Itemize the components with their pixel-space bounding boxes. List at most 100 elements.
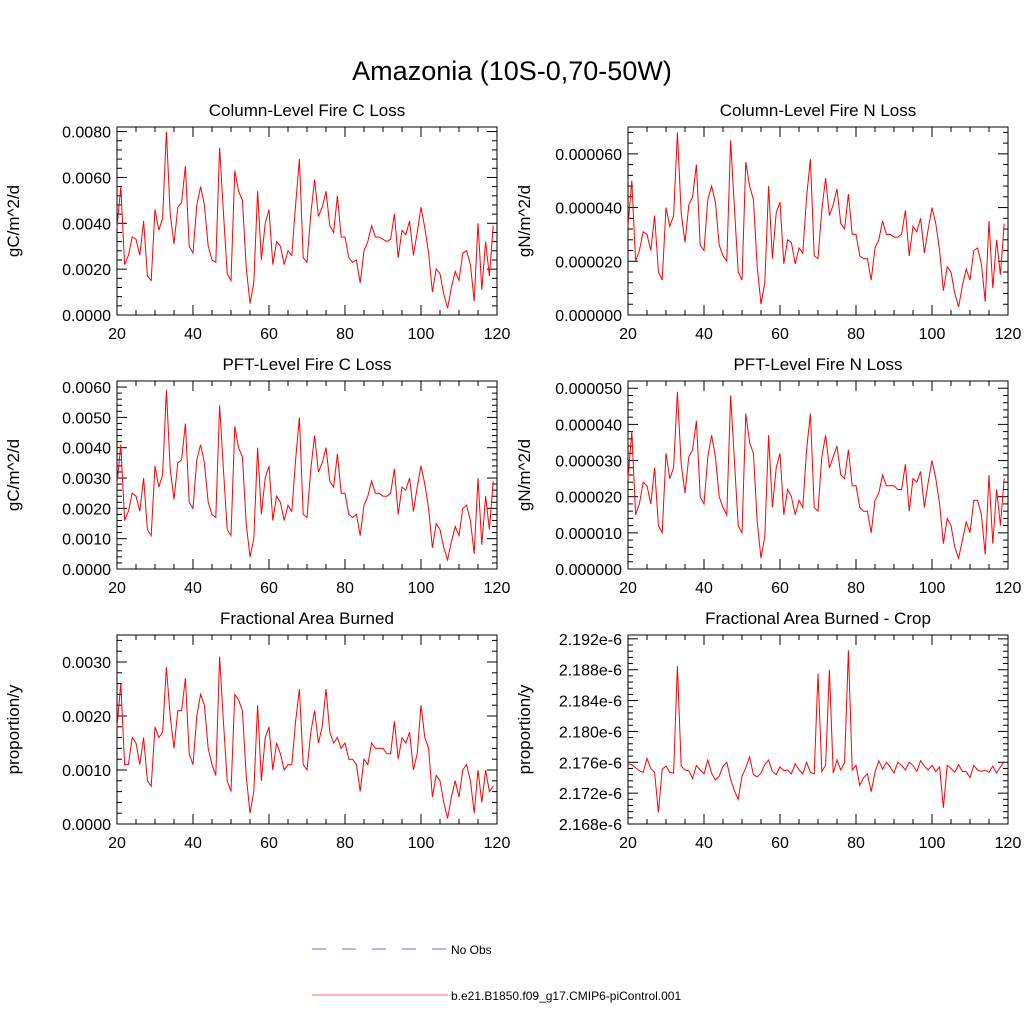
x-tick-label: 120 (484, 326, 511, 343)
x-tick-label: 20 (108, 326, 126, 343)
x-tick-label: 80 (336, 326, 354, 343)
x-tick-label: 120 (484, 580, 511, 597)
x-tick-label: 80 (847, 835, 865, 852)
y-tick-label: 0.000020 (555, 254, 622, 271)
data-series-line (627, 132, 1005, 308)
x-tick-label: 40 (695, 835, 713, 852)
x-tick-label: 120 (995, 326, 1022, 343)
plot-frame (627, 380, 1009, 570)
y-tick-label: 0.000040 (555, 201, 622, 218)
x-tick-label: 100 (408, 326, 435, 343)
data-series-line (116, 131, 494, 309)
y-tick-label: 2.188e-6 (559, 663, 622, 680)
legend-label-model: b.e21.B1850.f09_g17.CMIP6-piControl.001 (451, 989, 681, 1003)
x-tick-label: 40 (184, 835, 202, 852)
y-tick-label: 0.0020 (62, 262, 111, 279)
y-tick-label: 0.000040 (555, 417, 622, 434)
y-tick-label: 0.0020 (62, 501, 111, 518)
x-tick-label: 80 (847, 580, 865, 597)
panel-title: Fractional Area Burned - Crop (705, 609, 931, 628)
x-tick-label: 80 (336, 580, 354, 597)
y-tick-label: 0.0050 (62, 410, 111, 427)
y-axis-label: proportion/y (4, 684, 23, 774)
panel-title: PFT-Level Fire N Loss (733, 355, 902, 374)
x-tick-label: 100 (919, 326, 946, 343)
y-tick-label: 0.0060 (62, 170, 111, 187)
plot-frame (627, 634, 1009, 825)
y-tick-label: 0.0060 (62, 380, 111, 397)
x-tick-label: 40 (184, 326, 202, 343)
x-tick-label: 20 (619, 326, 637, 343)
y-tick-label: 0.0030 (62, 471, 111, 488)
y-axis-label: gC/m^2/d (4, 439, 23, 511)
y-axis-label: gC/m^2/d (4, 185, 23, 257)
x-tick-label: 80 (847, 326, 865, 343)
x-tick-label: 60 (260, 326, 278, 343)
y-tick-label: 0.0000 (62, 562, 111, 579)
y-tick-label: 2.184e-6 (559, 694, 622, 711)
y-tick-label: 2.180e-6 (559, 724, 622, 741)
data-series-line (627, 650, 1005, 813)
x-tick-label: 40 (184, 580, 202, 597)
panels-group: Column-Level Fire C Loss gC/m^2/d 20 40 60 80… (4, 101, 1021, 852)
panel-title: Fractional Area Burned (220, 609, 394, 628)
data-series-line (116, 656, 494, 819)
x-tick-label: 120 (484, 835, 511, 852)
x-tick-label: 60 (771, 580, 789, 597)
plot-frame (116, 380, 498, 570)
plot-frame (116, 126, 498, 316)
chart-panel-1: Column-Level Fire C Loss gC/m^2/d 20 40 60 80… (4, 101, 510, 343)
panel-title: Column-Level Fire C Loss (209, 101, 406, 120)
y-axis-label: gN/m^2/d (515, 185, 534, 257)
chart-panel-6: Fractional Area Burned - Crop proportion/… (515, 609, 1021, 852)
panel-title: Column-Level Fire N Loss (720, 101, 917, 120)
x-tick-label: 20 (619, 580, 637, 597)
x-tick-label: 40 (695, 580, 713, 597)
x-tick-label: 20 (108, 835, 126, 852)
x-tick-label: 100 (919, 835, 946, 852)
x-tick-label: 60 (260, 835, 278, 852)
x-tick-label: 60 (771, 326, 789, 343)
plot-frame (627, 126, 1009, 316)
y-tick-label: 0.0030 (62, 655, 111, 672)
y-tick-label: 0.0000 (62, 308, 111, 325)
y-axis-label: proportion/y (515, 684, 534, 774)
y-tick-label: 0.0020 (62, 709, 111, 726)
y-axis-label: gN/m^2/d (515, 439, 534, 511)
y-tick-label: 0.0010 (62, 763, 111, 780)
y-tick-label: 0.0040 (62, 216, 111, 233)
x-tick-label: 20 (108, 580, 126, 597)
legend: No Obs b.e21.B1850.f09_g17.CMIP6-piContr… (312, 943, 681, 1003)
y-tick-label: 0.000000 (555, 308, 622, 325)
y-tick-label: 0.0010 (62, 532, 111, 549)
y-tick-label: 2.176e-6 (559, 755, 622, 772)
y-tick-label: 0.000030 (555, 454, 622, 471)
y-tick-label: 0.0000 (62, 817, 111, 834)
x-tick-label: 40 (695, 326, 713, 343)
y-tick-label: 0.0040 (62, 441, 111, 458)
y-tick-label: 0.000010 (555, 526, 622, 543)
chart-panel-4: PFT-Level Fire N Loss gN/m^2/d 20 40 60 80 100… (515, 355, 1021, 597)
x-tick-label: 100 (919, 580, 946, 597)
panel-title: PFT-Level Fire C Loss (222, 355, 391, 374)
y-tick-label: 2.168e-6 (559, 817, 622, 834)
legend-label-no-obs: No Obs (451, 943, 492, 957)
y-tick-label: 2.192e-6 (559, 632, 622, 649)
y-tick-label: 0.000020 (555, 490, 622, 507)
x-tick-label: 100 (408, 835, 435, 852)
chart-panel-5: Fractional Area Burned proportion/y 20 40 60… (4, 609, 510, 852)
x-tick-label: 120 (995, 835, 1022, 852)
figure-title: Amazonia (10S-0,70-50W) (352, 56, 672, 86)
x-tick-label: 120 (995, 580, 1022, 597)
data-series-line (627, 391, 1005, 561)
chart-panel-3: PFT-Level Fire C Loss gC/m^2/d 20 40 60 80 100… (4, 355, 510, 597)
y-tick-label: 0.000050 (555, 381, 622, 398)
x-tick-label: 100 (408, 580, 435, 597)
y-tick-label: 0.000060 (555, 147, 622, 164)
y-tick-label: 0.0080 (62, 125, 111, 142)
chart-panel-2: Column-Level Fire N Loss gN/m^2/d 20 40 60 80… (515, 101, 1021, 343)
data-series-line (116, 390, 494, 562)
plot-frame (116, 634, 498, 825)
x-tick-label: 80 (336, 835, 354, 852)
